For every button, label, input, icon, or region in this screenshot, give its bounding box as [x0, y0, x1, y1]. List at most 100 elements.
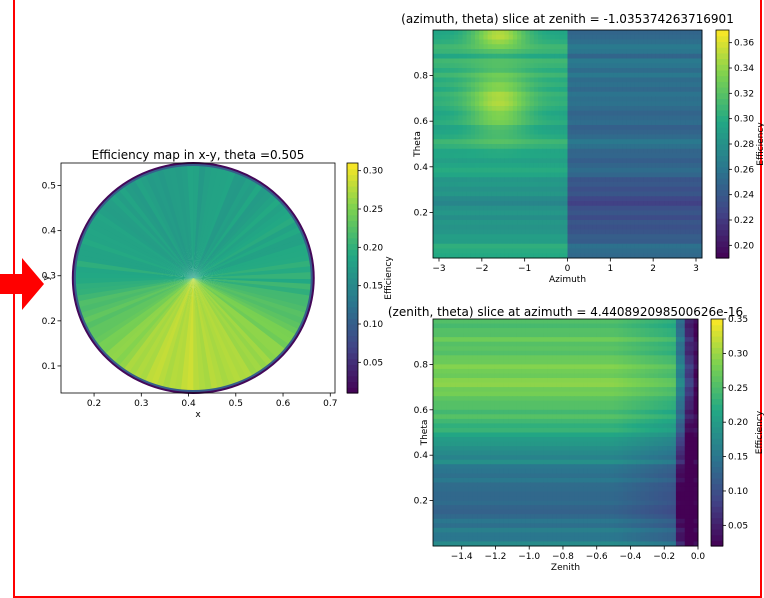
heatmap-cell	[521, 405, 526, 410]
heatmap-cell	[597, 59, 602, 64]
heatmap-cell	[462, 177, 467, 182]
heatmap-cell	[450, 168, 455, 173]
heatmap-cell	[561, 414, 566, 419]
heatmap-cell	[509, 154, 514, 159]
heatmap-cell	[667, 378, 672, 383]
heatmap-cell	[464, 410, 469, 415]
heatmap-cell	[656, 49, 661, 54]
heatmap-cell	[555, 49, 560, 54]
heatmap-cell	[626, 35, 631, 40]
heatmap-cell	[446, 414, 451, 419]
heatmap-cell	[680, 346, 685, 351]
heatmap-cell	[618, 135, 623, 140]
heatmap-cell	[685, 387, 690, 392]
heatmap-cell	[583, 433, 588, 438]
heatmap-cell	[467, 225, 472, 230]
x-tick-label: 0.5	[229, 399, 243, 409]
heatmap-cell	[513, 387, 518, 392]
heatmap-cell	[654, 351, 659, 356]
heatmap-cell	[660, 139, 665, 144]
colorbar-segment	[716, 155, 729, 161]
heatmap-cell	[433, 49, 438, 54]
heatmap-cell	[534, 239, 539, 244]
heatmap-cell	[525, 144, 530, 149]
heatmap-cell	[672, 328, 677, 333]
heatmap-cell	[631, 215, 636, 220]
heatmap-cell	[521, 244, 526, 249]
heatmap-cell	[451, 423, 456, 428]
heatmap-cell	[605, 44, 610, 49]
heatmap-cell	[454, 215, 459, 220]
heatmap-cell	[521, 49, 526, 54]
heatmap-cell	[542, 87, 547, 92]
heatmap-cell	[534, 44, 539, 49]
heatmap-cell	[521, 360, 526, 365]
heatmap-cell	[639, 168, 644, 173]
heatmap-cell	[526, 369, 531, 374]
heatmap-cell	[610, 201, 615, 206]
heatmap-cell	[635, 101, 640, 106]
heatmap-cell	[618, 154, 623, 159]
heatmap-cell	[475, 168, 480, 173]
heatmap-cell	[580, 154, 585, 159]
heatmap-cell	[546, 187, 551, 192]
heatmap-cell	[513, 360, 518, 365]
heatmap-cell	[437, 44, 442, 49]
heatmap-cell	[566, 419, 571, 424]
heatmap-cell	[437, 337, 442, 342]
heatmap-cell	[631, 30, 636, 35]
heatmap-cell	[559, 135, 564, 140]
heatmap-cell	[557, 383, 562, 388]
heatmap-cell	[605, 125, 610, 130]
heatmap-cell	[446, 428, 451, 433]
heatmap-cell	[605, 30, 610, 35]
heatmap-cell	[521, 97, 526, 102]
heatmap-cell	[649, 373, 654, 378]
heatmap-cell	[454, 230, 459, 235]
heatmap-cell	[488, 139, 493, 144]
heatmap-cell	[437, 433, 442, 438]
heatmap-cell	[446, 364, 451, 369]
heatmap-cell	[596, 333, 601, 338]
heatmap-cell	[492, 154, 497, 159]
heatmap-cell	[433, 92, 438, 97]
heatmap-cell	[530, 346, 535, 351]
heatmap-cell	[496, 220, 501, 225]
heatmap-cell	[618, 116, 623, 121]
heatmap-cell	[433, 59, 438, 64]
heatmap-cell	[610, 328, 615, 333]
heatmap-cell	[451, 369, 456, 374]
heatmap-cell	[636, 383, 641, 388]
heatmap-cell	[513, 111, 518, 116]
heatmap-cell	[504, 206, 509, 211]
heatmap-cell	[499, 387, 504, 392]
heatmap-cell	[685, 225, 690, 230]
heatmap-cell	[563, 177, 568, 182]
heatmap-cell	[500, 234, 505, 239]
heatmap-cell	[572, 73, 577, 78]
heatmap-cell	[538, 230, 543, 235]
heatmap-cell	[521, 87, 526, 92]
heatmap-cell	[610, 239, 615, 244]
heatmap-cell	[563, 101, 568, 106]
heatmap-cell	[610, 97, 615, 102]
heatmap-cell	[658, 360, 663, 365]
heatmap-cell	[627, 373, 632, 378]
heatmap-cell	[673, 225, 678, 230]
heatmap-cell	[580, 30, 585, 35]
heatmap-cell	[538, 82, 543, 87]
heatmap-cell	[668, 111, 673, 116]
heatmap-cell	[496, 201, 501, 206]
heatmap-cell	[622, 30, 627, 35]
heatmap-cell	[645, 414, 650, 419]
heatmap-cell	[468, 428, 473, 433]
heatmap-cell	[623, 433, 628, 438]
heatmap-cell	[525, 87, 530, 92]
heatmap-cell	[530, 405, 535, 410]
heatmap-cell	[668, 230, 673, 235]
heatmap-cell	[673, 182, 678, 187]
heatmap-cell	[546, 149, 551, 154]
heatmap-cell	[667, 437, 672, 442]
heatmap-cell	[530, 328, 535, 333]
heatmap-cell	[622, 106, 627, 111]
